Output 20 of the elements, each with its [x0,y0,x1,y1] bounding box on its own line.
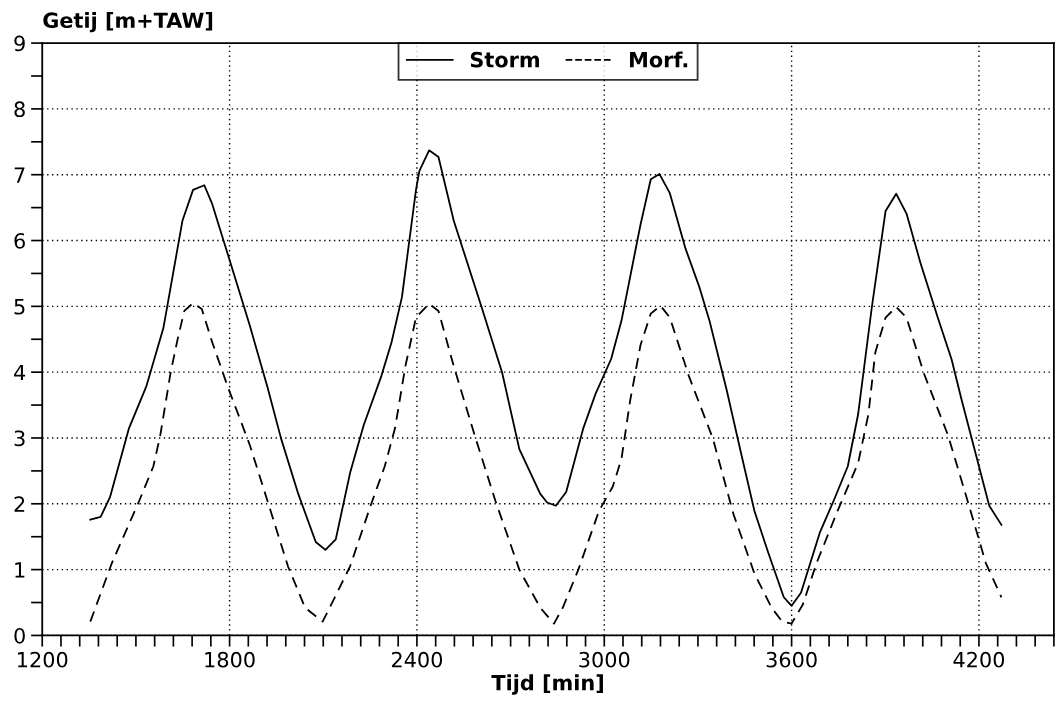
x-tick-label: 3000 [579,651,630,668]
x-axis-title: Tijd [min] [491,674,603,695]
legend-label: Morf. [630,51,688,68]
x-tick-label: 3600 [766,651,817,668]
y-tick-label: 6 [14,232,25,249]
y-tick-label: 2 [14,496,25,512]
y-tick-label: 8 [14,101,25,118]
y-tick-label: 0 [14,627,25,644]
y-tick-label: 9 [14,35,25,52]
x-tick-label: 4200 [953,651,1005,668]
y-tick-label: 1 [15,562,25,578]
x-tick-label: 1200 [18,651,68,668]
y-tick-label: 5 [14,299,25,315]
y-tick-label: 7 [14,167,25,183]
legend-label: Storm [470,51,539,68]
y-tick-label: 4 [14,364,26,381]
y-axis-title: Getij [m+TAW] [43,11,213,33]
x-tick-label: 2400 [391,651,443,668]
y-tick-label: 3 [14,430,25,447]
x-tick-label: 1800 [205,651,255,668]
